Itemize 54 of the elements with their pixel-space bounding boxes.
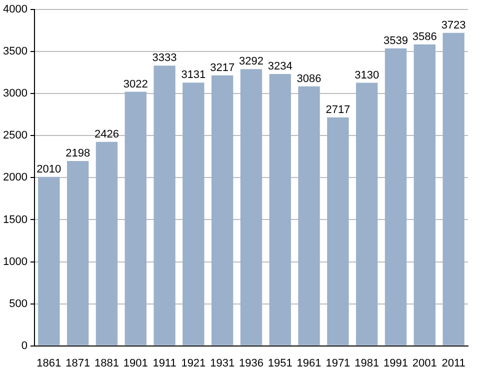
bar xyxy=(66,161,89,346)
bar xyxy=(442,32,464,346)
data-label: 2426 xyxy=(94,128,119,140)
x-tick-label: 1871 xyxy=(66,357,90,370)
bar xyxy=(38,176,60,346)
bar xyxy=(124,92,146,346)
bar xyxy=(154,66,176,346)
x-tick-label: 1921 xyxy=(181,357,206,370)
y-tick-label: 3500 xyxy=(2,46,28,58)
bar xyxy=(240,69,262,346)
x-tick-label: 1951 xyxy=(268,357,292,370)
data-label: 3234 xyxy=(268,60,292,73)
y-tick-label: 1500 xyxy=(2,214,28,226)
x-tick-label: 2011 xyxy=(442,357,466,370)
bar xyxy=(211,75,234,346)
data-label: 2198 xyxy=(66,148,90,160)
data-label: 2717 xyxy=(326,104,350,116)
x-tick-label: 1936 xyxy=(238,357,264,370)
x-tick-label: 1981 xyxy=(354,357,380,370)
y-tick-label: 1000 xyxy=(2,256,28,268)
bar xyxy=(269,74,291,346)
y-tick-label: 2500 xyxy=(2,130,28,142)
x-tick-label: 1971 xyxy=(326,357,350,370)
data-label: 3539 xyxy=(384,34,408,47)
data-label: 3333 xyxy=(152,52,177,64)
x-tick-label: 1991 xyxy=(384,357,408,370)
data-label: 3130 xyxy=(354,69,380,82)
x-tick-label: 1881 xyxy=(94,357,119,370)
x-tick-label: 2001 xyxy=(412,357,437,370)
bar xyxy=(327,117,349,346)
data-label: 3586 xyxy=(412,30,437,43)
x-tick-label: 1861 xyxy=(36,357,62,370)
data-label: 3131 xyxy=(181,69,206,82)
data-label: 3022 xyxy=(123,78,148,90)
x-tick-label: 1901 xyxy=(123,357,148,370)
bar xyxy=(356,82,378,346)
bar xyxy=(414,44,436,346)
y-tick-label: 2000 xyxy=(2,172,28,184)
bar xyxy=(384,48,407,346)
data-label: 3723 xyxy=(441,19,466,32)
data-label: 3217 xyxy=(210,62,235,74)
data-label: 2010 xyxy=(36,163,62,176)
data-label: 3086 xyxy=(296,72,322,85)
data-label: 3292 xyxy=(238,56,264,68)
x-tick-label: 1931 xyxy=(210,357,235,370)
y-tick-label: 4000 xyxy=(2,4,28,16)
y-tick-label: 3000 xyxy=(2,88,28,100)
y-tick-label: 0 xyxy=(21,340,28,352)
y-tick-label: 500 xyxy=(9,298,28,310)
x-tick-label: 1961 xyxy=(296,357,322,370)
x-tick-label: 1911 xyxy=(152,357,176,370)
bar xyxy=(298,86,320,346)
bar xyxy=(96,142,118,346)
bar xyxy=(182,82,204,346)
